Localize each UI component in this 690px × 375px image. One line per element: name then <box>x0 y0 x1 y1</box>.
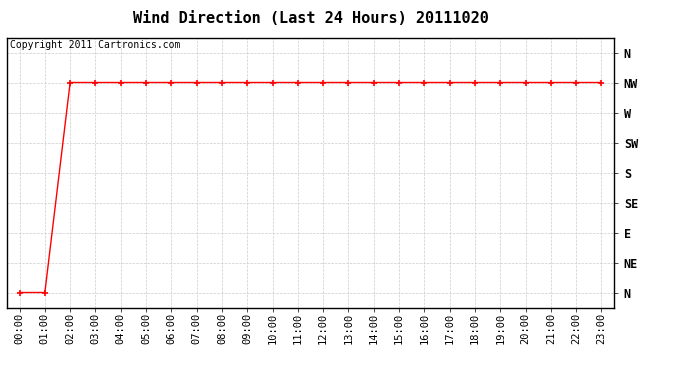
Text: Copyright 2011 Cartronics.com: Copyright 2011 Cartronics.com <box>10 40 180 50</box>
Text: Wind Direction (Last 24 Hours) 20111020: Wind Direction (Last 24 Hours) 20111020 <box>132 11 489 26</box>
